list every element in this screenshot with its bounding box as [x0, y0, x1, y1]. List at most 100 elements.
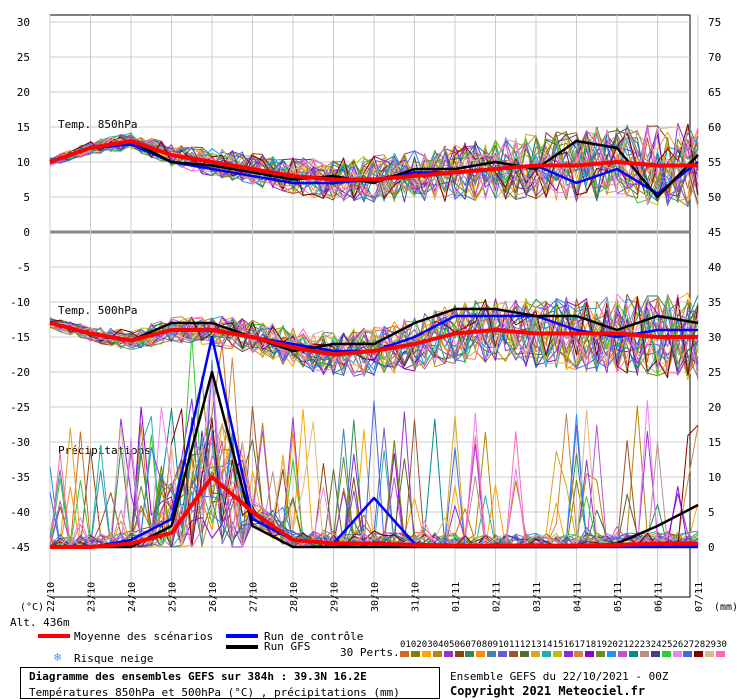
pert-swatch [454, 651, 464, 657]
y-tick-right: 65 [708, 86, 721, 99]
legend-snow: Risque neige [74, 652, 154, 665]
y-tick-right: 30 [708, 331, 721, 344]
pert-swatch [400, 651, 409, 657]
y-tick-left: 20 [17, 86, 30, 99]
pert-number: 16 [563, 640, 575, 650]
y-tick-left: 25 [17, 51, 30, 64]
pert-number: 21 [618, 640, 629, 650]
mean-line-t850 [49, 139, 698, 182]
pert-swatch [607, 651, 617, 657]
x-tick-label: 30/10 [370, 582, 381, 612]
y-tick-right: 50 [708, 191, 721, 204]
y-tick-left: -20 [10, 366, 30, 379]
pert-swatch [443, 651, 453, 657]
legend-gfs: Run GFS [264, 640, 311, 653]
pert-swatch [650, 651, 660, 657]
pert-swatch [596, 651, 606, 657]
y-tick-left: -45 [10, 541, 30, 554]
chart-title: Diagramme des ensembles GEFS sur 384h : … [29, 670, 367, 683]
y-tick-right: 15 [708, 436, 721, 449]
pert-number: 26 [672, 640, 684, 650]
pert-swatch [563, 651, 573, 657]
pert-swatch [476, 651, 486, 657]
pert-number: 17 [574, 640, 586, 650]
x-tick-label: 04/11 [573, 582, 584, 612]
x-tick-label: 31/10 [411, 582, 422, 612]
y-tick-right: 25 [708, 366, 721, 379]
y-tick-right: 0 [708, 541, 715, 554]
pert-swatch [639, 651, 649, 657]
pert-swatch [618, 651, 627, 657]
pert-swatch [574, 651, 584, 657]
member-line-t850 [49, 123, 699, 203]
pert-number: 06 [454, 640, 466, 650]
pert-number: 25 [661, 640, 673, 650]
x-tick-label: 24/10 [127, 582, 138, 612]
mean-line-precip [50, 475, 698, 549]
member-line-precip [49, 400, 699, 548]
gfs-line-t500 [49, 307, 699, 353]
pert-number: 07 [465, 640, 477, 650]
member-line-t500 [49, 295, 699, 377]
pert-swatch [628, 651, 638, 657]
pert-swatch [705, 651, 715, 657]
y-tick-left: 15 [17, 121, 30, 134]
y-tick-right: 70 [708, 51, 721, 64]
y-tick-left: -30 [10, 436, 30, 449]
pert-swatch [541, 651, 551, 657]
pert-swatch [432, 651, 442, 657]
legend-perts: 30 Perts. [340, 646, 400, 659]
y-tick-left: -25 [10, 401, 30, 414]
y-tick-right: 5 [708, 506, 715, 519]
pert-number: 23 [639, 640, 651, 650]
member-line-precip [49, 375, 698, 548]
x-tick-label: 22/10 [46, 582, 57, 612]
x-tick-label: 02/11 [492, 582, 503, 612]
mean-line-t500 [49, 321, 698, 357]
legend-mean-line [38, 634, 70, 638]
pert-number: 01 [400, 640, 411, 650]
y-tick-left: 30 [17, 16, 30, 29]
pert-number: 27 [683, 640, 695, 650]
pert-swatch [519, 651, 529, 657]
pert-number: 28 [694, 640, 706, 650]
pert-number: 24 [650, 640, 662, 650]
y-tick-right: 60 [708, 121, 721, 134]
legend-control-line [226, 634, 258, 638]
pert-swatch [585, 651, 595, 657]
x-tick-label: 27/10 [249, 582, 260, 612]
pert-number: 13 [530, 640, 542, 650]
y-tick-left: -40 [10, 506, 30, 519]
x-tick-label: 25/10 [168, 582, 179, 612]
y-tick-left: 0 [23, 226, 30, 239]
x-tick-label: 29/10 [330, 582, 341, 612]
pert-number: 12 [519, 640, 531, 650]
chart-subtitle: Températures 850hPa et 500hPa (°C) , pré… [29, 686, 400, 699]
y-tick-left: -15 [10, 331, 30, 344]
y-tick-left: 10 [17, 156, 30, 169]
gfs-line-t850 [49, 139, 699, 199]
legend-gfs-line [226, 645, 258, 649]
y-tick-right: 45 [708, 226, 721, 239]
pert-swatch [498, 651, 508, 657]
pert-number: 29 [705, 640, 717, 650]
y-unit-right: (mm) [714, 602, 738, 613]
member-line-t850 [49, 133, 699, 206]
x-tick-label: 26/10 [208, 582, 219, 612]
pert-number: 02 [410, 640, 422, 650]
x-tick-label: 28/10 [289, 582, 300, 612]
y-tick-left: -10 [10, 296, 30, 309]
y-tick-right: 20 [708, 401, 721, 414]
pert-number: 04 [432, 640, 444, 650]
legend-control: Run de contrôle [264, 630, 364, 643]
pert-number: 14 [541, 640, 553, 650]
x-tick-label: 05/11 [613, 582, 624, 612]
pert-swatch [694, 651, 704, 657]
pert-swatch [465, 651, 475, 657]
alt-label: Alt. 436m [10, 616, 70, 629]
pert-swatch [487, 651, 497, 657]
pert-swatch [661, 651, 671, 657]
pert-number: 10 [498, 640, 509, 650]
label-t850: Temp. 850hPa [58, 118, 137, 131]
